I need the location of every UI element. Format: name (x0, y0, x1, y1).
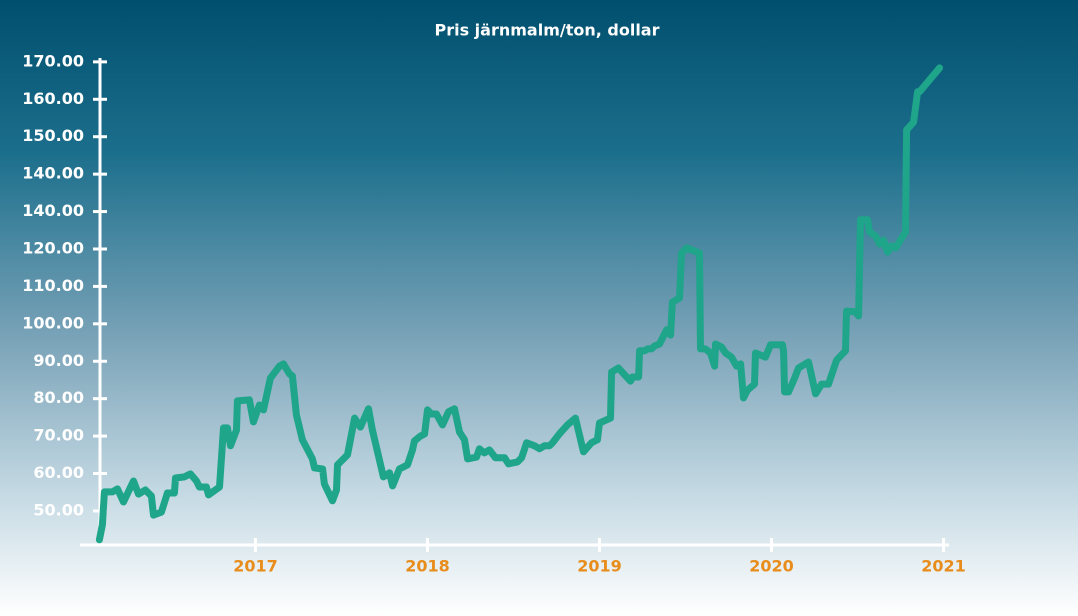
y-tick-label: 160.00 (22, 89, 84, 108)
y-tick-label: 80.00 (33, 388, 84, 407)
x-tick-label: 2021 (921, 557, 966, 576)
y-tick-label: 150.00 (22, 126, 84, 145)
y-tick-label: 120.00 (22, 238, 84, 257)
y-tick-label: 100.00 (22, 313, 84, 332)
y-tick-label: 110.00 (22, 276, 84, 295)
x-tick-label: 2019 (577, 557, 622, 576)
x-tick-label: 2018 (405, 557, 450, 576)
x-tick-label: 2020 (749, 557, 794, 576)
y-tick-label: 170.00 (22, 51, 84, 70)
y-tick-label: 60.00 (33, 463, 84, 482)
chart-title: Pris järnmalm/ton, dollar (434, 21, 659, 40)
y-tick-label: 140.00 (22, 164, 84, 183)
y-tick-label: 70.00 (33, 426, 84, 445)
y-tick-label: 140.00 (22, 201, 84, 220)
y-tick-label: 90.00 (33, 351, 84, 370)
x-tick-label: 2017 (233, 557, 278, 576)
price-line (95, 64, 944, 544)
y-tick-label: 50.00 (33, 500, 84, 519)
